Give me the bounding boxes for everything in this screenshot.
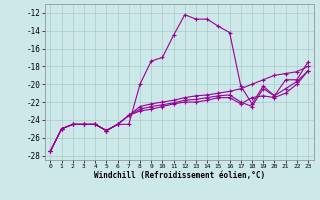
- X-axis label: Windchill (Refroidissement éolien,°C): Windchill (Refroidissement éolien,°C): [94, 171, 265, 180]
